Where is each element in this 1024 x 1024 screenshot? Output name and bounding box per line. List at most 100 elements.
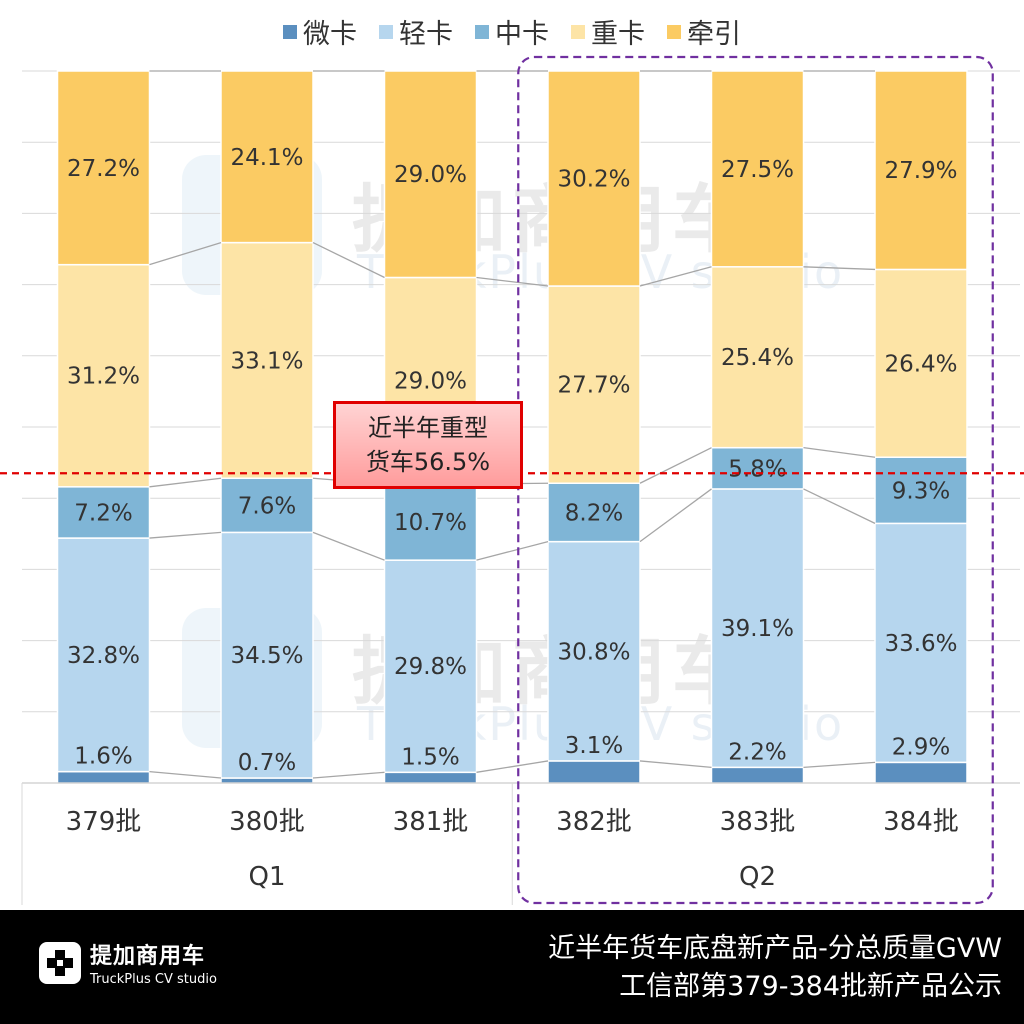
bar-segment-重卡 bbox=[710, 266, 805, 449]
legend-swatch bbox=[667, 24, 681, 39]
chart-legend: 微卡 轻卡 中卡 重卡 牵引 bbox=[0, 12, 1024, 51]
bar-segment-微卡 bbox=[547, 760, 641, 784]
data-label: 33.1% bbox=[230, 348, 303, 374]
bar-segment-牵引 bbox=[710, 70, 805, 268]
data-label: 26.4% bbox=[884, 351, 957, 377]
legend-swatch bbox=[571, 24, 585, 39]
group-label: Q1 bbox=[248, 862, 285, 892]
series-line-微卡 bbox=[312, 771, 385, 779]
legend-item: 重卡 bbox=[571, 12, 645, 51]
bar-segment-中卡 bbox=[547, 482, 641, 543]
bar-segment-牵引 bbox=[874, 70, 968, 271]
legend-item: 轻卡 bbox=[379, 12, 453, 51]
data-label: 27.9% bbox=[884, 158, 957, 184]
bar-segment-中卡 bbox=[710, 446, 805, 490]
data-label: 27.2% bbox=[67, 156, 140, 182]
bar-segment-牵引 bbox=[56, 70, 151, 266]
data-label: 25.4% bbox=[721, 345, 794, 371]
series-line-轻卡 bbox=[149, 531, 222, 539]
series-line-轻卡 bbox=[803, 488, 876, 524]
bar-segment-微卡 bbox=[56, 770, 151, 784]
series-line-微卡 bbox=[476, 760, 549, 773]
footer-bar: 提加商用车 TruckPlus CV studio 近半年货车底盘新产品-分总质… bbox=[0, 910, 1024, 1024]
footer-brand-en: TruckPlus CV studio bbox=[90, 972, 217, 987]
data-label: 3.1% bbox=[565, 733, 623, 759]
series-line-轻卡 bbox=[639, 488, 712, 543]
legend-label: 中卡 bbox=[495, 19, 549, 50]
bar-segment-中卡 bbox=[220, 477, 314, 534]
data-label: 33.6% bbox=[884, 631, 957, 657]
footer-brand-cn: 提加商用车 bbox=[90, 944, 206, 969]
series-line-微卡 bbox=[639, 760, 712, 768]
x-tick-label: 381批 bbox=[393, 807, 469, 837]
bar-segment-轻卡 bbox=[383, 559, 478, 774]
legend-swatch bbox=[379, 24, 393, 39]
footer-title-line-1: 近半年货车底盘新产品-分总质量GVW bbox=[548, 933, 1002, 964]
data-label: 1.5% bbox=[401, 744, 459, 770]
bar-segment-微卡 bbox=[383, 771, 478, 784]
truckplus-logo-icon bbox=[39, 941, 81, 984]
bar-segment-轻卡 bbox=[874, 522, 968, 764]
bar-segment-中卡 bbox=[874, 456, 968, 525]
data-label: 24.1% bbox=[230, 145, 303, 171]
data-label: 39.1% bbox=[721, 616, 794, 642]
data-label: 27.5% bbox=[721, 157, 794, 183]
data-label: 2.9% bbox=[892, 734, 950, 760]
series-line-重卡 bbox=[476, 276, 549, 287]
legend-item: 中卡 bbox=[475, 12, 549, 51]
legend-label: 微卡 bbox=[303, 19, 357, 50]
bar-segment-微卡 bbox=[874, 761, 968, 784]
series-line-中卡 bbox=[803, 447, 876, 458]
bar-segment-牵引 bbox=[220, 70, 314, 244]
bar-segment-牵引 bbox=[547, 70, 641, 287]
data-label: 34.5% bbox=[230, 643, 303, 669]
legend-label: 牵引 bbox=[687, 19, 741, 50]
callout-line-1: 近半年重型 bbox=[368, 414, 488, 442]
series-line-轻卡 bbox=[476, 541, 549, 561]
data-label: 7.2% bbox=[74, 500, 132, 526]
legend-swatch bbox=[475, 24, 489, 39]
series-line-轻卡 bbox=[312, 531, 385, 561]
data-label: 10.7% bbox=[394, 510, 467, 536]
legend-swatch bbox=[283, 24, 297, 39]
data-label: 29.0% bbox=[394, 369, 467, 395]
footer-title-line-2: 工信部第379-384批新产品公示 bbox=[619, 971, 1002, 1002]
data-label: 1.6% bbox=[74, 744, 132, 770]
series-line-微卡 bbox=[803, 761, 876, 768]
legend-label: 轻卡 bbox=[399, 19, 453, 50]
series-line-重卡 bbox=[312, 242, 385, 279]
x-tick-label: 384批 bbox=[883, 807, 959, 837]
x-tick-label: 380批 bbox=[229, 807, 305, 837]
bar-segment-微卡 bbox=[710, 766, 805, 784]
series-line-重卡 bbox=[803, 266, 876, 271]
data-label: 32.8% bbox=[67, 643, 140, 669]
bar-segment-重卡 bbox=[547, 285, 641, 484]
series-line-重卡 bbox=[149, 241, 222, 266]
heavy-truck-callout: 近半年重型 货车56.5% bbox=[333, 401, 523, 489]
bar-segment-重卡 bbox=[56, 263, 151, 488]
bar-segment-轻卡 bbox=[220, 531, 314, 779]
data-label: 8.2% bbox=[565, 500, 623, 526]
series-line-重卡 bbox=[639, 266, 712, 287]
data-label: 27.7% bbox=[557, 373, 630, 399]
legend-item: 微卡 bbox=[283, 12, 357, 51]
bar-segment-中卡 bbox=[56, 486, 151, 539]
bar-segment-牵引 bbox=[383, 70, 478, 279]
data-label: 30.2% bbox=[557, 167, 630, 193]
legend-label: 重卡 bbox=[591, 19, 645, 50]
data-label: 29.8% bbox=[394, 654, 467, 680]
x-tick-label: 379批 bbox=[66, 807, 142, 837]
bar-segment-轻卡 bbox=[547, 540, 641, 762]
stacked-bar-chart: 1.6% 0.7% 1.5% 3.1% 2.2% 2.9% 32.8% 34.5% 29.8% 3… bbox=[0, 55, 1024, 905]
data-label: 2.2% bbox=[728, 739, 786, 765]
q2-highlight-box bbox=[517, 55, 994, 905]
data-label: 31.2% bbox=[67, 364, 140, 390]
data-label: 30.8% bbox=[557, 639, 630, 665]
data-label: 7.6% bbox=[238, 493, 296, 519]
footer-logo: 提加商用车 TruckPlus CV studio bbox=[38, 938, 217, 987]
callout-line-2: 货车56.5% bbox=[365, 448, 491, 476]
bar-segment-轻卡 bbox=[710, 488, 805, 769]
series-line-微卡 bbox=[149, 770, 222, 779]
data-label: 29.0% bbox=[394, 162, 467, 188]
